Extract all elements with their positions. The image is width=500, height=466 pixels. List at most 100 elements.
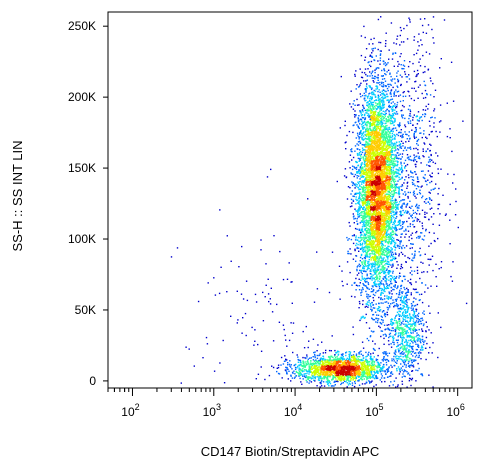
- event-point: [389, 188, 391, 190]
- event-point: [360, 95, 362, 98]
- event-point: [375, 278, 377, 281]
- event-point: [395, 111, 398, 113]
- event-point: [370, 86, 372, 89]
- event-point: [366, 146, 368, 148]
- event-point: [363, 189, 365, 191]
- event-point: [401, 267, 404, 269]
- event-point: [372, 113, 374, 116]
- event-point: [384, 111, 386, 113]
- event-point: [379, 179, 382, 182]
- event-point: [361, 138, 363, 141]
- event-point: [361, 180, 363, 182]
- event-point: [383, 133, 386, 135]
- event-point: [390, 208, 392, 210]
- event-point: [393, 193, 395, 195]
- event-point: [372, 290, 374, 293]
- event-point: [376, 190, 378, 192]
- event-point: [362, 188, 365, 190]
- event-point: [384, 157, 387, 160]
- event-point: [371, 141, 374, 144]
- event-point: [372, 193, 374, 196]
- event-point: [395, 253, 397, 255]
- event-point: [360, 132, 362, 134]
- event-point: [377, 245, 379, 247]
- event-point: [370, 264, 372, 266]
- event-point: [383, 117, 386, 119]
- event-point: [374, 216, 376, 218]
- event-point: [365, 146, 367, 148]
- event-point: [376, 184, 379, 186]
- event-point: [381, 130, 383, 132]
- event-point: [371, 152, 374, 154]
- event-point: [362, 315, 364, 318]
- event-point: [363, 107, 365, 109]
- event-point: [367, 120, 369, 123]
- event-point: [366, 128, 368, 130]
- event-point: [390, 205, 393, 208]
- event-point: [372, 116, 375, 118]
- event-point: [384, 174, 386, 177]
- event-point: [368, 64, 371, 66]
- event-point: [394, 298, 397, 301]
- event-point: [372, 237, 374, 240]
- event-point: [360, 230, 362, 232]
- event-point: [365, 91, 367, 93]
- event-point: [400, 240, 402, 242]
- event-point: [366, 127, 368, 129]
- event-point: [388, 183, 391, 186]
- event-point: [386, 287, 389, 289]
- event-point: [366, 95, 369, 98]
- event-point: [377, 60, 379, 62]
- event-point: [362, 221, 364, 223]
- event-point: [388, 202, 390, 204]
- event-point: [384, 80, 387, 82]
- event-point: [374, 125, 376, 127]
- event-point: [371, 223, 374, 225]
- event-point: [358, 160, 360, 162]
- event-point: [393, 93, 395, 95]
- event-point: [389, 154, 391, 156]
- event-point: [361, 226, 364, 228]
- event-point: [381, 298, 384, 301]
- event-point: [376, 225, 378, 227]
- event-point: [381, 330, 384, 332]
- event-point: [400, 251, 403, 254]
- event-point: [378, 147, 380, 150]
- event-point: [373, 282, 376, 284]
- event-point: [384, 90, 386, 92]
- event-point: [374, 174, 377, 177]
- event-point: [383, 181, 385, 183]
- event-point: [380, 200, 382, 202]
- event-point: [372, 155, 375, 157]
- event-point: [386, 87, 389, 90]
- event-point: [377, 314, 380, 316]
- event-point: [369, 226, 371, 228]
- event-point: [375, 133, 378, 135]
- event-point: [379, 174, 382, 177]
- event-point: [367, 165, 369, 168]
- event-point: [374, 280, 376, 282]
- event-point: [371, 310, 373, 312]
- event-point: [368, 205, 370, 207]
- event-point: [376, 224, 378, 226]
- event-point: [379, 142, 381, 144]
- event-point: [371, 318, 374, 320]
- event-point: [391, 183, 393, 186]
- event-point: [366, 177, 368, 179]
- event-point: [382, 137, 385, 139]
- event-point: [369, 132, 371, 134]
- event-point: [377, 90, 379, 93]
- event-point: [376, 162, 378, 164]
- event-point: [389, 92, 392, 94]
- event-point: [382, 197, 384, 199]
- event-point: [383, 287, 386, 289]
- event-point: [386, 260, 389, 262]
- event-point: [367, 136, 370, 138]
- event-point: [377, 189, 380, 191]
- event-point: [377, 160, 380, 162]
- event-point: [385, 259, 387, 261]
- event-point: [381, 152, 384, 154]
- event-point: [375, 157, 377, 159]
- event-point: [377, 260, 380, 262]
- event-point: [366, 130, 368, 132]
